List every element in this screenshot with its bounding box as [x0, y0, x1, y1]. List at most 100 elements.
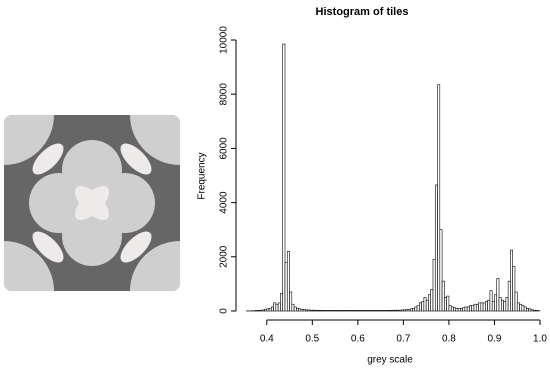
bar	[441, 280, 445, 312]
bar	[425, 299, 429, 312]
bar	[494, 294, 498, 312]
bar	[500, 299, 504, 312]
bar	[446, 295, 450, 312]
y-tick-label: 4000	[219, 191, 230, 214]
y-tick-label: 10000	[219, 26, 230, 54]
bar	[412, 307, 416, 312]
bar	[359, 310, 363, 312]
bar	[286, 251, 290, 312]
bar	[400, 309, 404, 312]
bar	[362, 310, 365, 312]
bar	[482, 302, 486, 312]
bar	[405, 309, 409, 312]
x-tick-label: 0.5	[305, 334, 319, 345]
bar	[416, 305, 420, 312]
y-axis-label: Frequency	[197, 152, 208, 199]
bar	[357, 310, 361, 312]
bar	[491, 301, 495, 312]
bar	[409, 308, 413, 312]
bar	[532, 309, 536, 312]
bar	[512, 265, 516, 312]
bar	[384, 310, 388, 312]
bar	[398, 309, 402, 312]
bar	[330, 310, 334, 312]
bar	[318, 310, 322, 312]
bar	[337, 310, 340, 312]
x-tick-label: 0.9	[488, 334, 502, 345]
bar	[373, 310, 377, 312]
bar	[530, 309, 534, 312]
bar	[316, 310, 320, 312]
bar	[403, 309, 406, 312]
bar	[327, 310, 331, 312]
bar	[350, 310, 354, 312]
bar	[339, 310, 343, 312]
bar	[503, 301, 507, 312]
bar	[348, 310, 352, 312]
bar	[375, 310, 379, 312]
bar	[293, 306, 297, 312]
bar	[450, 306, 454, 312]
bar	[453, 307, 457, 312]
bar	[334, 310, 338, 312]
bar	[284, 261, 288, 312]
bar	[437, 84, 441, 312]
bar	[393, 309, 397, 312]
bar	[366, 310, 370, 312]
bar	[371, 310, 375, 312]
bar	[343, 310, 347, 312]
bar	[368, 310, 372, 312]
bar	[480, 302, 484, 312]
bar	[261, 309, 265, 312]
bar	[364, 310, 368, 312]
chart-title: Histogram of tiles	[316, 6, 409, 18]
bar	[469, 305, 472, 312]
x-tick-label: 0.4	[260, 334, 274, 345]
bar	[314, 309, 318, 312]
bar	[323, 310, 327, 312]
bar	[268, 307, 272, 312]
x-tick-label: 0.7	[396, 334, 410, 345]
bar	[259, 309, 263, 312]
bar	[439, 229, 443, 312]
bar	[526, 307, 529, 312]
bar	[312, 309, 315, 312]
bar	[387, 310, 391, 312]
bar	[507, 280, 511, 312]
x-tick-label: 0.8	[442, 334, 456, 345]
bar	[496, 278, 500, 312]
bar	[432, 259, 436, 312]
bar	[421, 301, 425, 312]
x-axis-label: grey scale	[367, 355, 413, 366]
bar	[464, 306, 468, 312]
bar	[291, 303, 295, 312]
bar	[466, 306, 470, 312]
bar	[264, 309, 268, 312]
bar	[478, 302, 482, 312]
bar	[321, 310, 324, 312]
bar	[448, 305, 452, 312]
bar	[489, 290, 493, 312]
bar	[325, 310, 329, 312]
bar	[275, 303, 279, 312]
bar	[535, 310, 539, 312]
bar	[389, 310, 393, 312]
bar	[455, 307, 459, 312]
bar	[462, 307, 466, 312]
y-tick-label: 2000	[219, 245, 230, 268]
bar	[309, 309, 313, 312]
bar	[255, 310, 258, 312]
bar	[460, 307, 463, 312]
bar	[307, 309, 311, 312]
bar	[277, 302, 281, 312]
bar	[257, 310, 261, 312]
bar	[407, 309, 411, 312]
bar	[378, 310, 381, 312]
bar	[423, 297, 427, 312]
bar	[434, 184, 438, 312]
bar	[505, 297, 509, 312]
x-tick-label: 0.6	[351, 334, 365, 345]
bar	[473, 303, 477, 312]
bar	[296, 307, 299, 312]
